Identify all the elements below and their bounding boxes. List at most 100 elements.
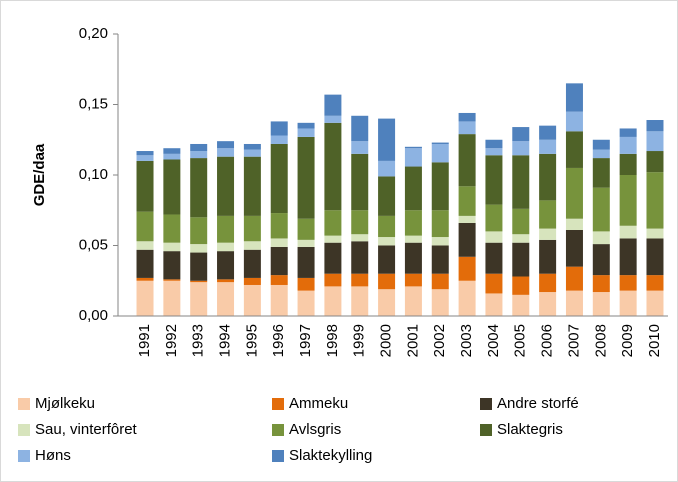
bar-segment: [485, 273, 503, 294]
y-tick-label: 0,10: [79, 166, 108, 183]
bar-segment: [431, 210, 449, 238]
legend-swatch: [18, 424, 30, 436]
bar-segment: [243, 284, 261, 316]
bar-segment: [539, 139, 557, 154]
bar-segment: [136, 151, 154, 156]
bar-segment: [458, 256, 476, 281]
bar-segment: [190, 158, 208, 218]
bar-segment: [619, 153, 637, 175]
x-tick-label: 2004: [485, 324, 502, 357]
x-tick-label: 2008: [592, 324, 609, 357]
x-tick-label: 1992: [163, 324, 180, 357]
bar-segment: [351, 210, 369, 235]
bar-segment: [190, 151, 208, 159]
bar-segment: [378, 215, 396, 238]
legend-swatch: [480, 398, 492, 410]
x-tick-label: 1996: [270, 324, 287, 357]
bar-segment: [592, 139, 610, 150]
bar-segment: [458, 222, 476, 257]
legend-label: Ammeku: [289, 395, 348, 412]
x-tick-label: 1995: [243, 324, 260, 357]
bar-segment: [431, 143, 449, 163]
bar-segment: [190, 217, 208, 245]
bar-segment: [378, 289, 396, 316]
bar-segment: [565, 218, 583, 230]
bar-segment: [539, 273, 557, 293]
bar-segment: [485, 139, 503, 149]
bar-segment: [512, 141, 530, 156]
bar-segment: [565, 266, 583, 291]
bar-segment: [297, 128, 315, 137]
legend-swatch: [480, 424, 492, 436]
bar-segment: [217, 282, 235, 316]
bar-segment: [592, 292, 610, 316]
legend-label: Sau, vinterfôret: [35, 421, 138, 438]
bar-segment: [270, 213, 288, 239]
bar-segment: [485, 242, 503, 274]
bar-segment: [592, 244, 610, 276]
legend-label: Mjølkeku: [35, 395, 95, 412]
bar-segment: [565, 131, 583, 168]
bar-segment: [565, 167, 583, 219]
bar-segment: [431, 162, 449, 211]
x-tick-label: 2005: [512, 324, 529, 357]
bar-segment: [217, 279, 235, 283]
bar-segment: [378, 118, 396, 161]
bar-segment: [217, 156, 235, 216]
bar-segment: [431, 245, 449, 274]
bar-segment: [404, 235, 422, 243]
bar-segment: [619, 136, 637, 154]
bar-segment: [297, 246, 315, 278]
legend-label: Andre storfé: [497, 395, 579, 412]
bar-segment: [378, 160, 396, 177]
bar-segment: [163, 279, 181, 281]
bar-segment: [539, 228, 557, 240]
bar-segment: [270, 238, 288, 247]
bar-segment: [646, 151, 664, 173]
bar-segment: [378, 273, 396, 290]
legend-label: Avlsgris: [289, 421, 341, 438]
bar-segment: [270, 246, 288, 276]
bar-segment: [619, 238, 637, 276]
bar-segment: [297, 218, 315, 240]
bar-segment: [351, 241, 369, 274]
bar-segment: [324, 242, 342, 274]
bar-segment: [619, 290, 637, 316]
bar-segment: [619, 128, 637, 137]
bar-segment: [136, 277, 154, 281]
bar-segment: [297, 136, 315, 219]
bar-segment: [378, 245, 396, 274]
bar-segment: [404, 166, 422, 211]
bar-segment: [458, 121, 476, 135]
bar-segment: [217, 148, 235, 157]
bar-segment: [163, 242, 181, 252]
bar-segment: [592, 231, 610, 245]
bar-segment: [351, 115, 369, 142]
bar-segment: [646, 131, 664, 152]
bar-segment: [324, 94, 342, 116]
x-tick-label: 1991: [136, 324, 153, 357]
bar-segment: [324, 273, 342, 287]
bar-segment: [270, 284, 288, 316]
x-tick-label: 2000: [378, 324, 395, 357]
bar-segment: [431, 273, 449, 290]
bar-segment: [190, 280, 208, 283]
legend-label: Høns: [35, 447, 71, 464]
x-tick-label: 2007: [565, 324, 582, 357]
y-tick-label: 0,00: [79, 307, 108, 324]
x-tick-label: 1993: [190, 324, 207, 357]
legend-label: Slaktegris: [497, 421, 563, 438]
bar-segment: [431, 237, 449, 246]
bar-segment: [404, 273, 422, 287]
bar-segment: [565, 83, 583, 112]
bar-segment: [324, 115, 342, 123]
bar-segment: [324, 235, 342, 243]
bar-segment: [404, 242, 422, 274]
bar-segment: [190, 244, 208, 253]
bar-segment: [324, 210, 342, 236]
bar-segment: [646, 172, 664, 229]
bar-segment: [136, 280, 154, 316]
y-tick-label: 0,15: [79, 95, 108, 112]
bar-segment: [512, 155, 530, 209]
